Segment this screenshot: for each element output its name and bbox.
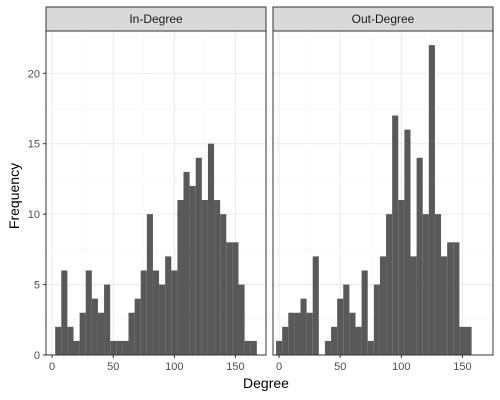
x-tick-label: 0 bbox=[276, 361, 282, 373]
histogram-bar bbox=[355, 326, 362, 355]
y-tick-label: 15 bbox=[28, 139, 40, 151]
histogram-bar bbox=[410, 256, 417, 355]
histogram-bar bbox=[122, 340, 129, 355]
histogram-bar bbox=[447, 242, 454, 355]
histogram-bar bbox=[171, 270, 178, 355]
histogram-bar bbox=[110, 340, 117, 355]
histogram-bar bbox=[361, 270, 368, 355]
y-axis-title: Frequency bbox=[6, 163, 22, 229]
histogram-bar bbox=[428, 45, 435, 356]
histogram-bar bbox=[453, 242, 460, 355]
histogram-bar bbox=[306, 312, 313, 355]
x-tick-label: 0 bbox=[49, 361, 55, 373]
histogram-bar bbox=[232, 242, 239, 355]
histogram-bar bbox=[367, 340, 374, 355]
x-tick-label: 150 bbox=[226, 361, 244, 373]
histogram-bar bbox=[288, 312, 295, 355]
histogram-bar bbox=[379, 256, 387, 355]
histogram-bar bbox=[294, 312, 301, 355]
histogram-bar bbox=[238, 284, 245, 355]
histogram-bar bbox=[97, 312, 105, 355]
histogram-bar bbox=[214, 200, 221, 355]
histogram-bar bbox=[61, 270, 68, 355]
histogram-bar bbox=[134, 298, 141, 355]
histogram-bar bbox=[207, 143, 215, 355]
histogram-bar bbox=[459, 326, 466, 355]
histogram-bar bbox=[398, 200, 405, 355]
histogram-bar bbox=[343, 284, 350, 355]
histogram-bar bbox=[67, 326, 74, 355]
facet-strip bbox=[45, 6, 267, 32]
x-tick-label: 50 bbox=[334, 361, 346, 373]
y-tick-label: 0 bbox=[34, 350, 40, 362]
histogram-bar bbox=[465, 326, 472, 355]
histogram-bar bbox=[201, 200, 208, 355]
histogram-bar bbox=[441, 256, 448, 355]
histogram-bar bbox=[434, 214, 442, 355]
histogram-bar bbox=[177, 200, 184, 355]
histogram-bar bbox=[312, 256, 319, 355]
histogram-bar bbox=[91, 298, 98, 355]
histogram-bar bbox=[79, 312, 86, 355]
histogram-bar bbox=[85, 270, 92, 355]
histogram-bar bbox=[189, 185, 196, 355]
histogram-bar bbox=[104, 284, 111, 355]
y-tick-label: 10 bbox=[28, 209, 40, 221]
histogram-bar bbox=[331, 326, 338, 355]
histogram-bar bbox=[73, 340, 80, 355]
histogram-bar bbox=[373, 284, 380, 355]
histogram-bar bbox=[55, 326, 62, 355]
x-axis-title: Degree bbox=[243, 375, 289, 391]
histogram-bar bbox=[226, 242, 233, 355]
histogram-bar bbox=[152, 270, 160, 355]
histogram-bar bbox=[165, 256, 172, 355]
histogram-bar bbox=[404, 129, 411, 355]
histogram-bar bbox=[392, 115, 399, 356]
histogram-bar bbox=[282, 326, 289, 355]
histogram-bar bbox=[128, 312, 135, 355]
histogram-bar bbox=[386, 214, 393, 355]
histogram-bar bbox=[300, 298, 307, 355]
x-tick-label: 100 bbox=[392, 361, 410, 373]
histogram-bar bbox=[324, 340, 332, 355]
histogram-bar bbox=[422, 214, 429, 355]
histogram-bar bbox=[140, 270, 147, 355]
histogram-bar bbox=[416, 157, 423, 355]
histogram-bar bbox=[183, 171, 190, 355]
facet-strip bbox=[272, 6, 494, 32]
histogram-bar bbox=[116, 340, 123, 355]
y-tick-label: 20 bbox=[28, 68, 40, 80]
x-tick-label: 150 bbox=[453, 361, 471, 373]
histogram-bar bbox=[337, 298, 344, 355]
facet-strip-label: In-Degree bbox=[129, 12, 183, 26]
y-tick-label: 5 bbox=[34, 280, 40, 292]
histogram-bar bbox=[276, 340, 283, 355]
x-tick-label: 50 bbox=[107, 361, 119, 373]
histogram-bar bbox=[159, 284, 166, 355]
histogram-bar bbox=[250, 340, 257, 355]
histogram-bar bbox=[349, 312, 356, 355]
histogram-bar bbox=[195, 157, 202, 355]
facet-strip-label: Out-Degree bbox=[352, 12, 415, 26]
histogram-bar bbox=[146, 214, 153, 355]
x-tick-label: 100 bbox=[165, 361, 183, 373]
histogram-bar bbox=[220, 214, 227, 355]
histogram-bar bbox=[244, 340, 251, 355]
